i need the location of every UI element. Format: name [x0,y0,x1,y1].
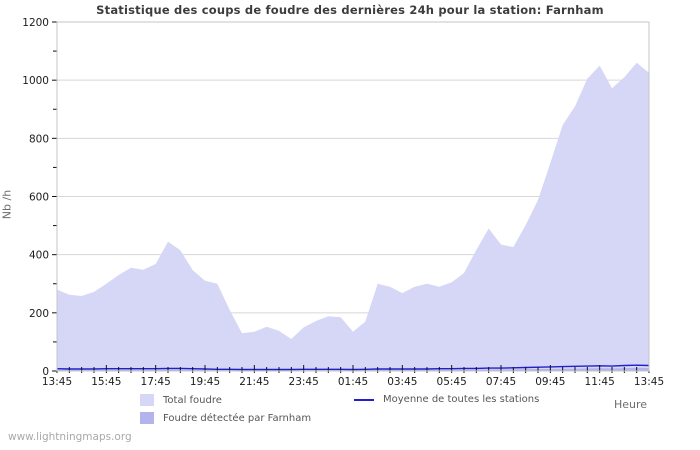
xtick-label-8: 05:45 [437,376,467,388]
xtick-label-6: 01:45 [338,376,368,388]
ytick-label-200: 200 [29,308,49,320]
xtick-label-7: 03:45 [387,376,417,388]
legend-item-moyenne: Moyenne de toutes les stations [354,394,539,405]
xtick-label-5: 23:45 [289,376,319,388]
chart-title: Statistique des coups de foudre des dern… [96,3,604,17]
xtick-label-12: 13:45 [634,376,664,388]
xtick-label-3: 19:45 [190,376,220,388]
legend-label-moyenne: Moyenne de toutes les stations [383,394,540,405]
legend-item-total: Total foudre [140,394,222,406]
plot-border [56,21,650,372]
moyenne-line-swatch-icon [354,398,374,401]
ytick-label-600: 600 [29,192,49,204]
legend-item-farnham: Foudre détectée par Farnham [140,412,311,424]
ytick-label-0: 0 [42,366,49,378]
xtick-label-1: 15:45 [91,376,121,388]
ytick-label-1000: 1000 [22,75,49,87]
xtick-label-4: 21:45 [239,376,269,388]
total-foudre-swatch-icon [140,394,154,406]
legend-label-farnham: Foudre détectée par Farnham [163,412,312,424]
xtick-label-2: 17:45 [141,376,171,388]
area-series-0 [57,62,649,371]
watermark-link[interactable]: www.lightningmaps.org [8,431,132,443]
farnham-foudre-swatch-icon [140,412,154,424]
xtick-label-0: 13:45 [42,376,72,388]
xtick-label-10: 09:45 [535,376,565,388]
legend-label-total: Total foudre [163,394,222,406]
ytick-label-1200: 1200 [22,17,49,29]
x-axis-label: Heure [613,398,647,411]
ytick-label-400: 400 [29,250,49,262]
xtick-label-11: 11:45 [585,376,615,388]
ytick-label-800: 800 [29,133,49,145]
xtick-label-9: 07:45 [486,376,516,388]
